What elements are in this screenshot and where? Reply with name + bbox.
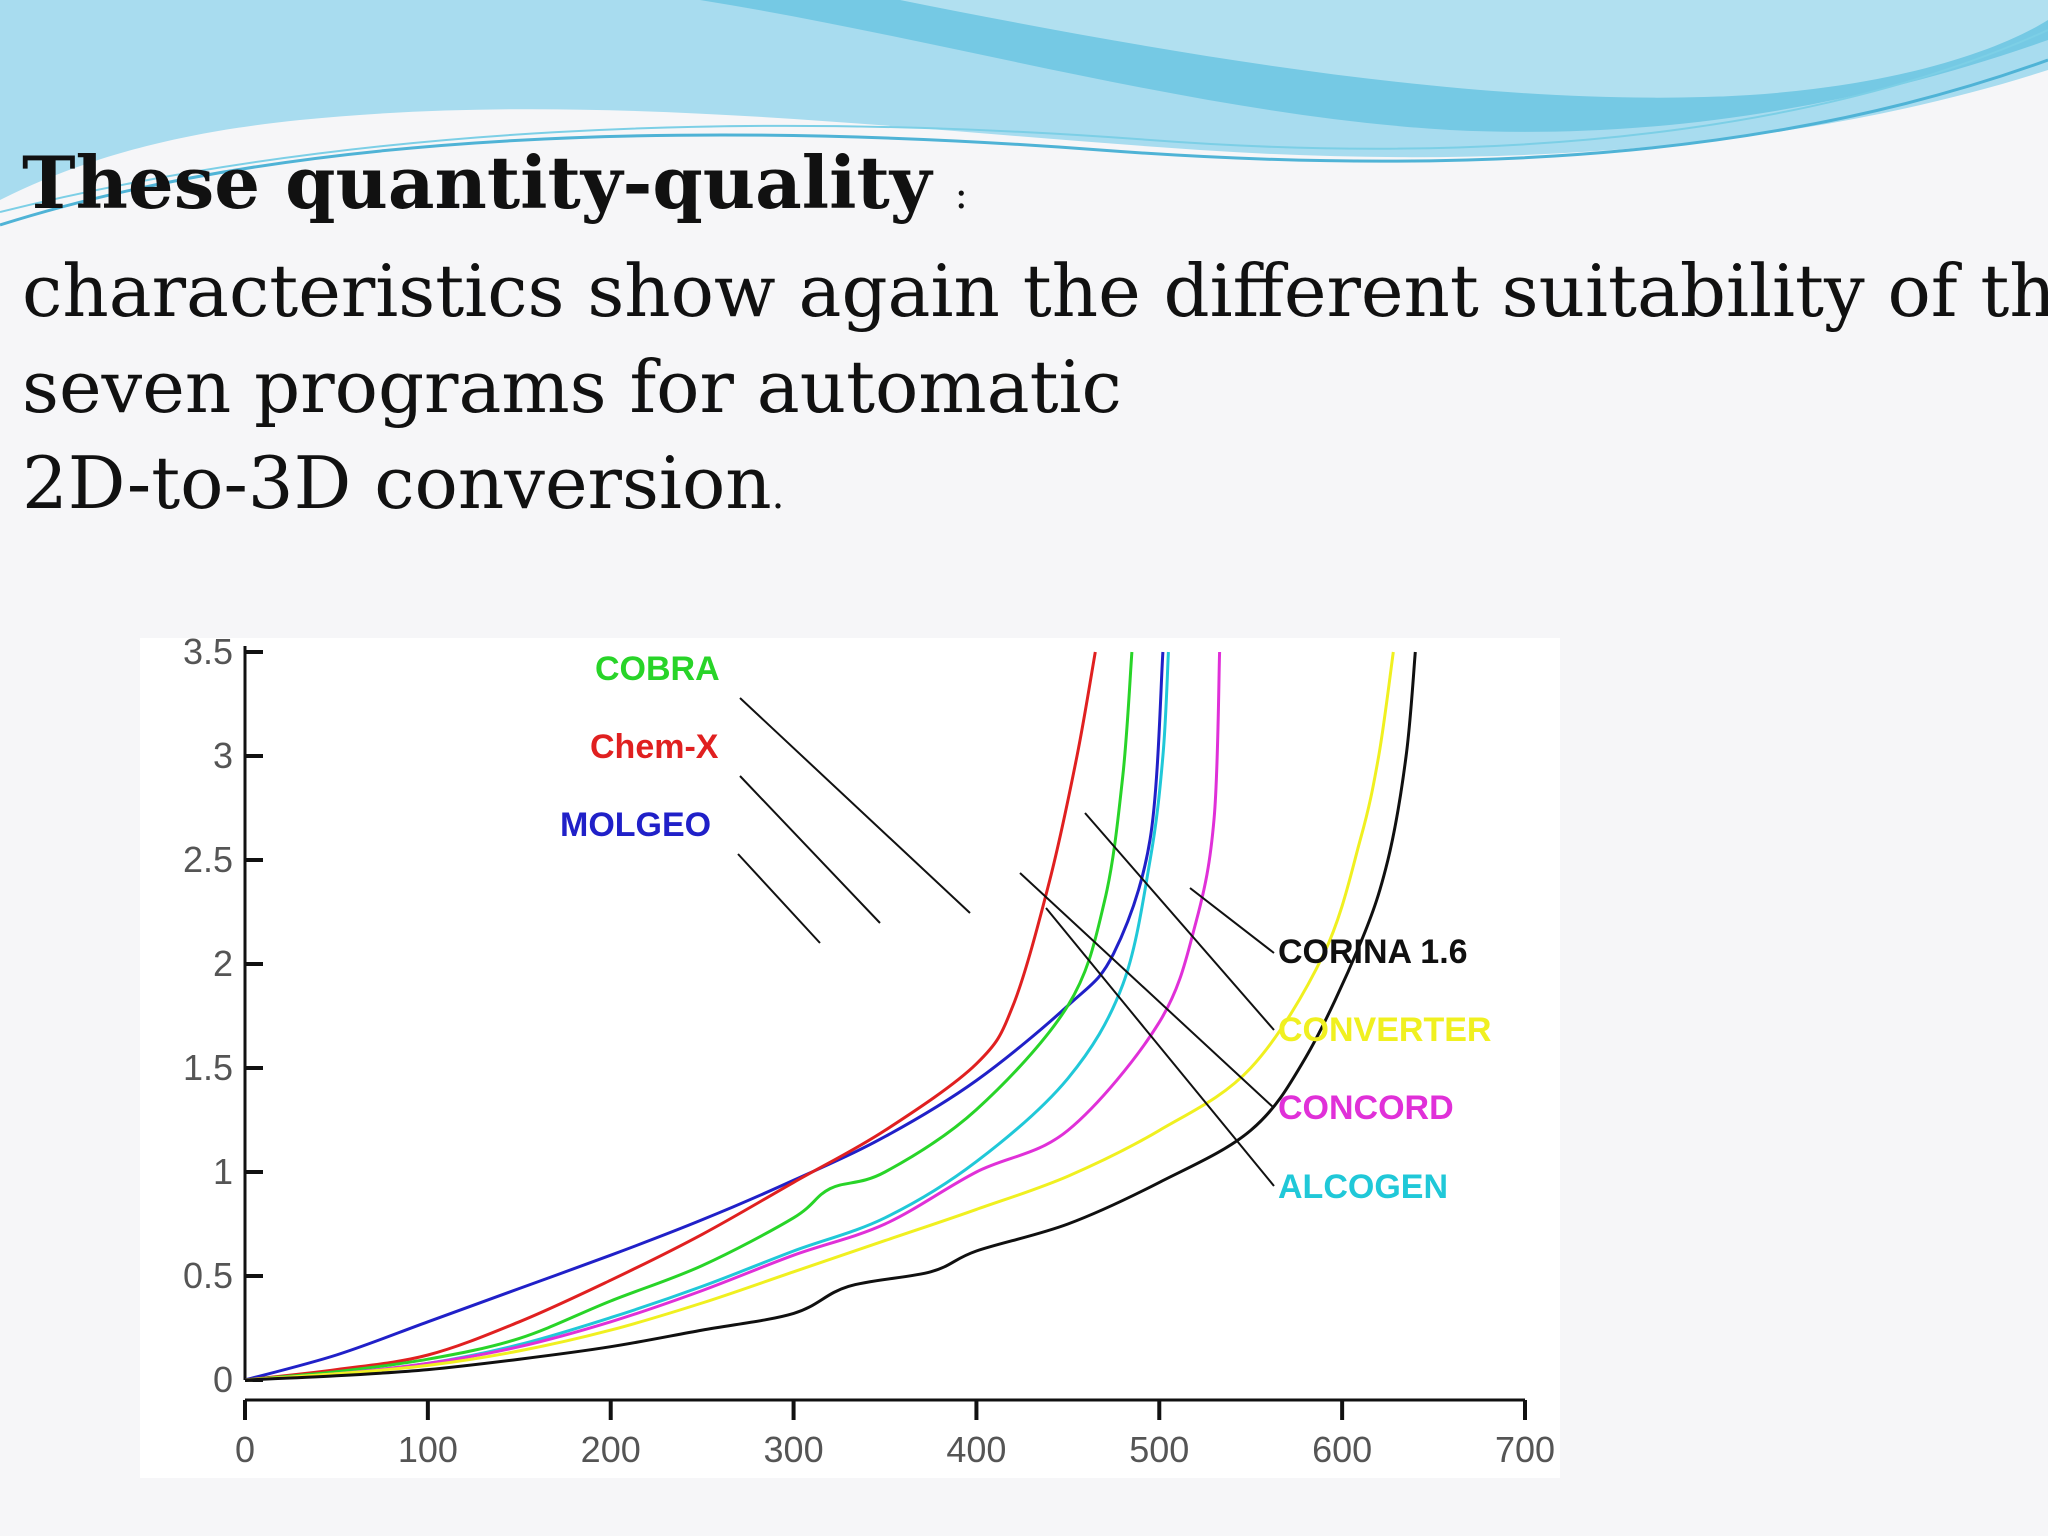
y-tick-label: 1 [213,1151,233,1192]
body-line-4-text: 2D-to-3D conversion [22,441,772,525]
heading-line-1: These quantity-quality : [22,135,2002,243]
curve-label-chem-x: Chem-X [590,728,719,766]
chart-panel: 0 0.5 1 1.5 2 2.5 3 3.5 0 100 200 300 400 500 600 700 CO… [140,638,1560,1478]
slide-text: These quantity-quality : characteristics… [22,135,2048,543]
leader-line-cobra [739,697,971,914]
curve-label-molgeo: MOLGEO [560,806,711,844]
y-tick-label: 2 [213,943,233,984]
leader-line-concord [1019,872,1275,1109]
y-tick-label: 0 [213,1359,233,1400]
y-tick-label: 3.5 [183,638,233,672]
leader-line-converter [1084,812,1275,1031]
quantity-quality-chart: 0 0.5 1 1.5 2 2.5 3 3.5 0 100 200 300 400 500 600 700 CO… [183,638,1555,1470]
x-tick-label: 100 [398,1429,458,1470]
body-line-4-period: . [771,472,785,518]
series-line-chem-x [245,651,1097,1382]
wave-line-2 [0,29,2048,213]
x-tick-label: 400 [946,1429,1006,1470]
x-tick-label: 300 [764,1429,824,1470]
x-tick-label: 0 [235,1429,255,1470]
y-tick-label: 0.5 [183,1255,233,1296]
series-line-cobra [245,651,1134,1382]
series-line-converter [245,651,1395,1382]
heading-bold: These quantity-quality [22,140,932,225]
heading-colon: : [954,172,968,218]
x-tick-label: 700 [1495,1429,1555,1470]
leader-line-chem-x [739,775,881,924]
leader-line-alcogen [1045,907,1275,1187]
y-tick-label: 3 [213,735,233,776]
curve-label-concord: CONCORD [1278,1089,1454,1127]
curve-label-alcogen: ALCOGEN [1278,1168,1448,1206]
curve-label-cobra: COBRA [595,650,720,688]
x-tick-label: 500 [1129,1429,1189,1470]
series-line-corina-1-6 [245,651,1417,1382]
x-tick-label: 600 [1312,1429,1372,1470]
leader-line-corina-1-6 [1189,887,1275,954]
series-line-concord [245,651,1222,1382]
body-line-4: 2D-to-3D conversion. [22,435,2002,543]
wave-highlight [900,0,2048,98]
body-line-2: characteristics show again the different… [22,249,2048,333]
x-tick-label: 200 [581,1429,641,1470]
leader-line-molgeo [737,853,821,944]
y-tick-label: 2.5 [183,839,233,880]
body-line-3: seven programs for automatic [22,345,1122,429]
curve-label-converter: CONVERTER [1278,1011,1491,1049]
wave-line-1 [0,58,2048,227]
header-wave-decoration [0,0,2048,227]
curve-label-corina-1-6: CORINA 1.6 [1278,933,1468,971]
y-tick-label: 1.5 [183,1047,233,1088]
